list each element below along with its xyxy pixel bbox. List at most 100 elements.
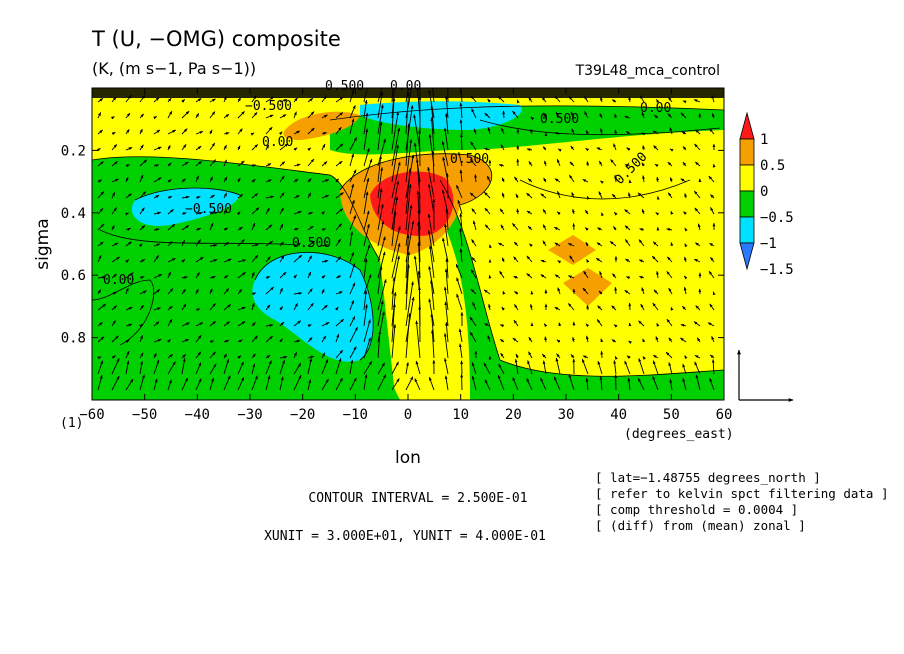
wind-vector <box>223 339 230 343</box>
wind-vector <box>683 211 687 215</box>
wind-vector <box>265 144 270 151</box>
wind-vector <box>641 287 645 295</box>
wind-vector <box>513 276 519 279</box>
wind-vector <box>377 279 387 311</box>
wind-vector <box>695 129 701 135</box>
wind-vector <box>125 112 131 119</box>
wind-vector <box>111 291 117 295</box>
wind-vector <box>391 127 401 167</box>
wind-vector <box>666 318 673 327</box>
wind-vector <box>586 304 590 311</box>
wind-vector <box>223 113 230 119</box>
wind-vector <box>223 159 227 167</box>
wind-vector <box>488 303 491 311</box>
wind-vector <box>441 141 449 167</box>
wind-vector <box>666 271 673 279</box>
chart-title: T (U, −OMG) composite <box>91 27 341 51</box>
wind-vector <box>601 212 605 217</box>
wind-vector <box>349 346 357 359</box>
wind-vector <box>585 241 589 247</box>
wind-vector <box>656 270 659 279</box>
wind-vector <box>469 331 477 343</box>
wind-vector <box>167 223 176 231</box>
wind-vector <box>501 127 505 135</box>
wind-vector <box>97 303 107 311</box>
wind-vectors <box>96 88 716 391</box>
wind-vector <box>459 169 463 183</box>
wind-vector <box>428 245 435 279</box>
anomaly-region-cold-upper <box>360 101 522 130</box>
contour-label: 0.00 <box>103 273 134 288</box>
wind-vector <box>153 255 160 263</box>
wind-vector <box>307 337 313 343</box>
wind-vector <box>181 161 189 167</box>
wind-vector <box>694 207 701 215</box>
wind-vector <box>528 336 533 343</box>
wind-vector <box>265 335 273 343</box>
wind-vector <box>638 239 645 247</box>
chart-subtitle: (K, (m s−1, Pa s−1)) <box>92 59 256 78</box>
wind-vector <box>641 132 646 136</box>
wind-vector <box>139 225 146 231</box>
wind-vector <box>431 150 435 183</box>
wind-vector <box>125 227 132 231</box>
wind-vector <box>167 179 172 183</box>
wind-vector <box>513 256 519 263</box>
wind-vector <box>139 352 144 359</box>
wind-vector <box>556 353 561 359</box>
wind-vector <box>484 224 491 231</box>
wind-vector <box>335 223 343 231</box>
wind-vector <box>544 336 548 343</box>
wind-vector <box>265 276 271 280</box>
wind-vector <box>557 190 561 199</box>
wind-vector <box>167 305 173 311</box>
wind-vector <box>391 180 400 215</box>
wind-vector <box>223 192 228 199</box>
wind-vector <box>693 258 701 263</box>
wind-vector <box>139 128 143 135</box>
wind-vector <box>501 192 505 199</box>
wind-vector <box>139 361 144 375</box>
wind-vector <box>363 374 368 391</box>
wind-vector <box>153 352 157 359</box>
wind-vector <box>405 92 410 135</box>
wind-vector <box>279 355 288 359</box>
xy-units: XUNIT = 3.000E+01, YUNIT = 4.000E-01 <box>264 529 546 544</box>
colorbar-segment-max <box>739 111 755 140</box>
note-line: [ (diff) from (mean) zonal ] <box>595 518 806 533</box>
colorbar-label: −0.5 <box>760 210 794 226</box>
wind-vector <box>335 238 342 247</box>
wind-vector <box>307 324 312 328</box>
wind-vector <box>363 177 370 199</box>
wind-vector <box>484 147 491 151</box>
wind-vector <box>710 194 715 199</box>
wind-vector <box>711 359 715 375</box>
wind-vector <box>293 163 301 167</box>
wind-vector <box>321 132 327 135</box>
wind-vector <box>391 144 399 183</box>
wind-vector <box>153 164 160 167</box>
wind-vector <box>363 258 368 279</box>
wind-vector <box>335 377 343 391</box>
contour-label: 0.500 <box>540 112 579 127</box>
wind-vector <box>335 318 345 327</box>
wind-vector <box>553 376 561 391</box>
wind-vector <box>167 258 176 263</box>
wind-vector <box>349 326 358 343</box>
wind-vector <box>487 127 491 135</box>
wind-vector <box>498 363 505 375</box>
wind-vector <box>585 377 589 391</box>
wind-vector <box>181 178 186 183</box>
wind-vector <box>111 144 118 151</box>
wind-vector <box>251 375 258 391</box>
wind-vector <box>471 108 477 119</box>
wind-vector <box>596 319 603 327</box>
reference-vector <box>737 349 794 402</box>
wind-vector <box>181 259 186 263</box>
wind-vector <box>139 113 145 119</box>
wind-vector <box>526 148 533 152</box>
colorbar-label: 1 <box>760 132 768 148</box>
wind-vector <box>111 192 116 199</box>
wind-vector <box>97 241 104 247</box>
wind-vector <box>405 281 414 327</box>
